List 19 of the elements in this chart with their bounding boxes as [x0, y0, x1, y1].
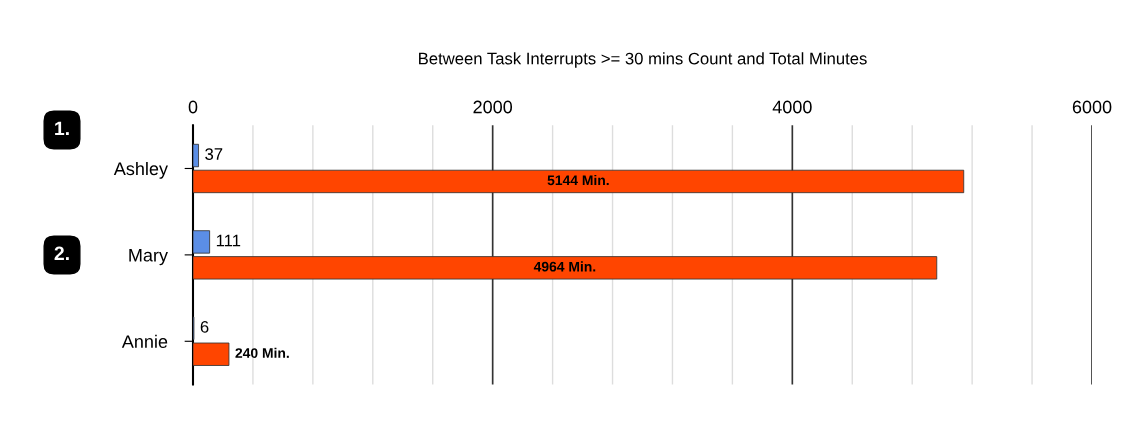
- chart-title: Between Task Interrupts >= 30 mins Count and Total Minutes: [419, 52, 867, 68]
- data-label: 240 Min.: [235, 347, 289, 358]
- x-tick-label: 6000: [1072, 100, 1112, 114]
- data-label: 6: [200, 320, 209, 333]
- bar: [193, 342, 230, 366]
- bar: [193, 143, 199, 168]
- y-tick-label: Mary: [129, 249, 168, 266]
- x-tick-label: 0: [188, 100, 198, 114]
- text: 1.: [55, 121, 69, 136]
- data-label: 37: [205, 148, 223, 160]
- data-label: 111: [216, 234, 241, 247]
- y-tick-label: Annie: [121, 334, 168, 348]
- bar: [193, 230, 211, 254]
- text: 2.: [54, 246, 69, 261]
- data-label: 4964 Min.: [533, 261, 596, 272]
- data-label: 5144 Min.: [547, 174, 609, 186]
- x-tick-label: 2000: [473, 100, 513, 114]
- y-tick-label: Ashley: [113, 161, 168, 179]
- x-tick-label: 4000: [772, 100, 812, 114]
